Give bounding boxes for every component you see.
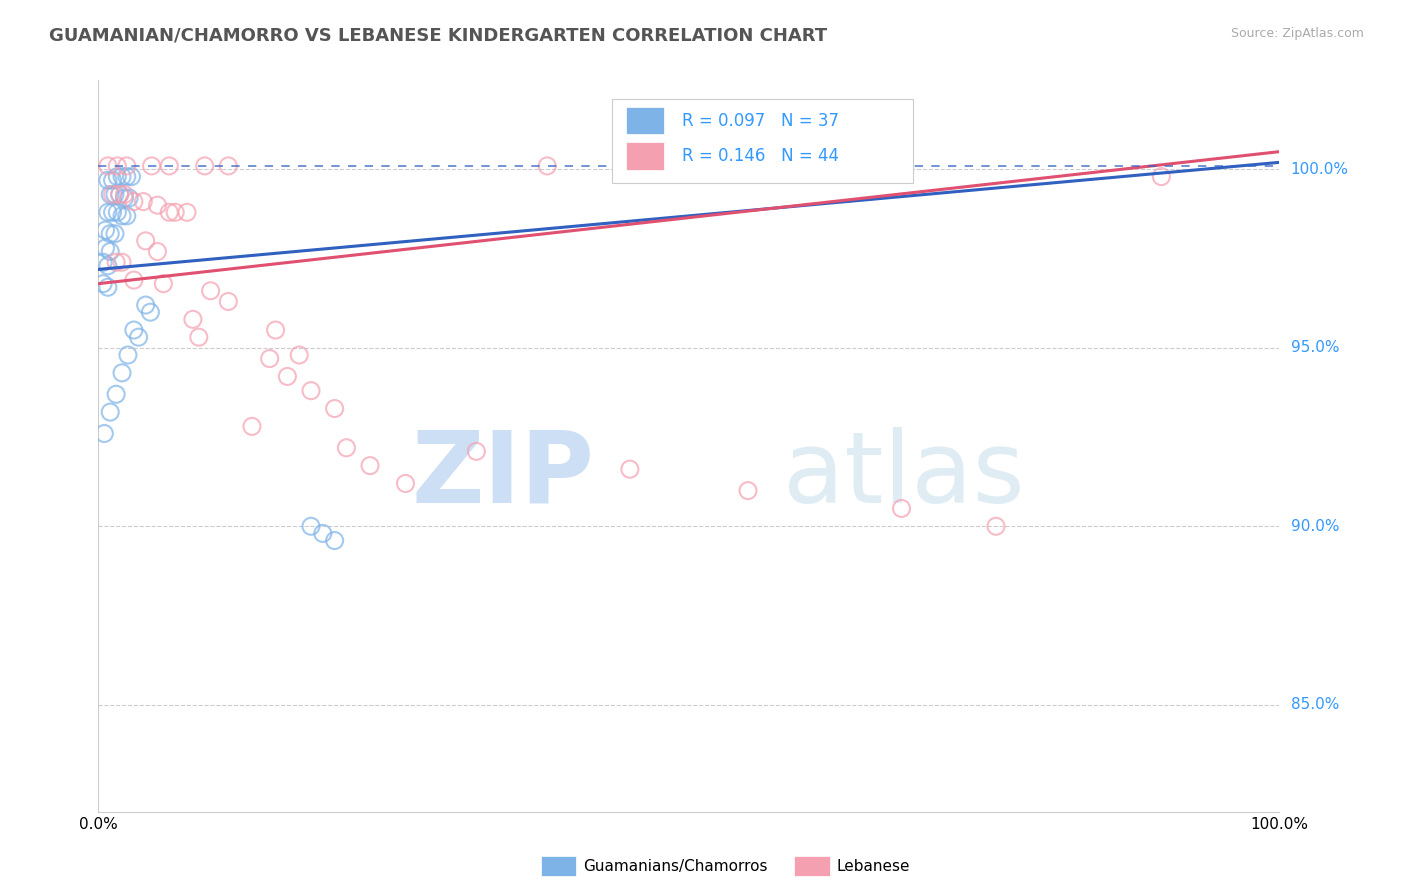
Point [115,209,138,223]
Point [122,194,145,209]
Point [157,205,180,219]
Point [115,169,138,184]
Point [139,305,162,319]
Point [217,159,239,173]
Point [111,255,134,269]
Point [108,187,131,202]
Point [98,187,121,202]
Point [890,501,912,516]
Point [93,426,115,441]
Point [165,205,187,219]
Point [105,169,128,184]
Text: Source: ZipAtlas.com: Source: ZipAtlas.com [1230,27,1364,40]
Point [105,255,128,269]
Point [359,458,381,473]
Point [152,277,174,291]
Point [97,159,120,173]
Point [118,191,141,205]
Point [157,159,180,173]
Point [288,348,311,362]
Point [323,401,346,416]
Text: atlas: atlas [783,426,1025,524]
Point [112,191,135,205]
Point [984,519,1007,533]
Point [259,351,281,366]
Point [98,244,121,259]
Text: Guamanians/Chamorros: Guamanians/Chamorros [583,859,768,873]
Point [94,223,117,237]
Point [101,187,124,202]
Point [115,159,138,173]
Point [240,419,263,434]
Point [111,209,134,223]
Text: 95.0%: 95.0% [1291,341,1339,355]
Point [101,205,124,219]
Point [536,159,558,173]
Point [112,187,135,202]
Point [122,273,145,287]
Point [323,533,346,548]
Point [1150,169,1173,184]
Point [104,227,127,241]
Point [737,483,759,498]
Point [299,519,322,533]
Point [135,234,157,248]
Text: GUAMANIAN/CHAMORRO VS LEBANESE KINDERGARTEN CORRELATION CHART: GUAMANIAN/CHAMORRO VS LEBANESE KINDERGAR… [49,27,827,45]
Point [335,441,357,455]
Point [187,330,209,344]
Text: ZIP: ZIP [412,426,595,524]
Point [105,205,128,219]
Point [111,366,134,380]
Point [101,173,124,187]
Point [465,444,488,458]
Point [122,323,145,337]
Point [217,294,239,309]
FancyBboxPatch shape [626,107,664,135]
Point [105,159,128,173]
Text: 100.0%: 100.0% [1291,162,1348,177]
Point [111,169,134,184]
Point [97,205,120,219]
FancyBboxPatch shape [612,99,914,183]
Point [135,298,157,312]
Point [91,277,114,291]
Point [737,159,759,173]
Point [117,348,139,362]
Text: 85.0%: 85.0% [1291,698,1339,712]
Point [91,255,114,269]
Point [108,187,131,202]
Point [276,369,298,384]
Text: R = 0.146   N = 44: R = 0.146 N = 44 [682,146,839,165]
Point [128,330,150,344]
Point [146,244,169,259]
Point [299,384,322,398]
Point [98,227,121,241]
Point [200,284,222,298]
Point [312,526,335,541]
Point [104,187,127,202]
Point [97,280,120,294]
Point [105,387,128,401]
Point [146,198,169,212]
Point [121,169,143,184]
Text: Lebanese: Lebanese [837,859,910,873]
Point [132,194,155,209]
Point [97,173,120,187]
Point [394,476,416,491]
Point [619,462,641,476]
Text: R = 0.097   N = 37: R = 0.097 N = 37 [682,112,839,129]
FancyBboxPatch shape [626,142,664,169]
Point [141,159,163,173]
Text: 90.0%: 90.0% [1291,519,1339,533]
Point [97,259,120,273]
Point [176,205,198,219]
Point [98,405,121,419]
Point [94,241,117,255]
Point [264,323,287,337]
Point [194,159,217,173]
Point [181,312,204,326]
